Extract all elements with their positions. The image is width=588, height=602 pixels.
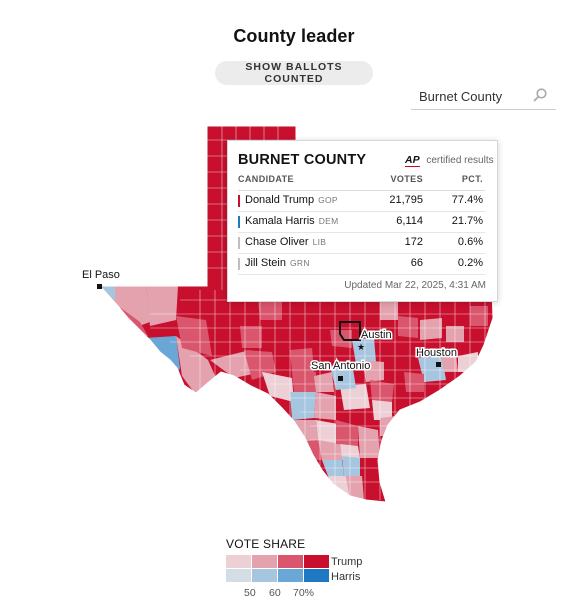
candidate-name-cell: Jill Stein GRN <box>245 257 310 269</box>
legend-swatch-harris <box>304 569 330 583</box>
candidate-row: Chase Oliver LIB 172 0.6% <box>238 233 485 254</box>
highlighted-county-outline[interactable] <box>339 321 361 341</box>
page-title: County leader <box>233 26 355 46</box>
legend-label-trump: Trump <box>331 556 363 568</box>
city-label-san-antonio: San Antonio <box>311 360 370 372</box>
candidate-pct: 21.7% <box>451 215 483 227</box>
candidate-name: Donald Trump <box>245 194 315 206</box>
candidate-name-cell: Kamala Harris DEM <box>245 215 338 227</box>
county-search[interactable] <box>411 82 556 110</box>
candidate-name-cell: Chase Oliver LIB <box>245 236 326 248</box>
candidate-row: Jill Stein GRN 66 0.2% <box>238 254 485 275</box>
county-search-input[interactable] <box>419 86 529 106</box>
candidate-votes: 21,795 <box>389 194 423 206</box>
candidate-name: Kamala Harris <box>245 215 315 227</box>
legend-title: VOTE SHARE <box>226 537 306 551</box>
ap-certified: AP certified results <box>405 154 494 167</box>
candidate-pct: 77.4% <box>451 194 483 206</box>
county-tooltip: BURNET COUNTY AP certified results CANDI… <box>227 140 498 302</box>
legend-swatch-harris <box>226 569 252 583</box>
candidate-color-bar <box>238 237 240 249</box>
column-pct: PCT. <box>461 174 483 184</box>
search-icon[interactable] <box>532 87 548 103</box>
legend-swatch-trump <box>226 555 252 569</box>
candidate-party: GRN <box>289 258 310 268</box>
candidate-color-bar <box>238 258 240 270</box>
candidate-votes: 172 <box>404 236 423 248</box>
candidate-color-bar <box>238 195 240 207</box>
legend-row-harris <box>226 569 330 583</box>
legend-row-trump <box>226 555 330 569</box>
certified-label: certified results <box>426 155 494 166</box>
legend-tick: 50 <box>244 587 256 599</box>
legend-swatch-trump <box>278 555 304 569</box>
candidate-pct: 0.6% <box>457 236 483 248</box>
legend-label-harris: Harris <box>331 571 361 583</box>
legend-tick: 70% <box>293 587 315 599</box>
candidate-row: Donald Trump GOP 21,795 77.4% <box>238 191 485 212</box>
candidate-name: Jill Stein <box>245 257 286 269</box>
legend-swatch-trump <box>304 555 330 569</box>
city-label-austin: Austin <box>361 329 392 341</box>
el-paso-marker <box>97 284 102 289</box>
candidate-color-bar <box>238 216 240 228</box>
city-label-el-paso: El Paso <box>82 269 120 281</box>
updated-timestamp: Updated Mar 22, 2025, 4:31 AM <box>344 280 486 291</box>
tooltip-column-headers: CANDIDATE VOTES PCT. <box>238 174 485 191</box>
candidate-party: DEM <box>318 216 339 226</box>
candidate-votes: 66 <box>410 257 423 269</box>
candidate-votes: 6,114 <box>396 215 423 227</box>
city-markers: El Paso ★ Austin San Antonio Houston <box>81 268 458 381</box>
legend-swatch-harris <box>278 569 304 583</box>
show-ballots-counted-button[interactable]: SHOW BALLOTS COUNTED <box>215 61 373 85</box>
austin-star-icon: ★ <box>357 342 365 352</box>
tooltip-county-name: BURNET COUNTY <box>238 152 367 168</box>
candidate-party: GOP <box>318 195 338 205</box>
ap-logo: AP <box>405 154 420 167</box>
column-votes: VOTES <box>390 174 423 184</box>
san-antonio-marker <box>338 376 343 381</box>
vote-share-legend <box>226 555 330 583</box>
candidate-pct: 0.2% <box>457 257 483 269</box>
legend-swatch-trump <box>252 555 278 569</box>
city-label-houston: Houston <box>416 347 457 359</box>
houston-marker <box>436 362 441 367</box>
legend-tick: 60 <box>269 587 281 599</box>
legend-swatch-harris <box>252 569 278 583</box>
candidate-name-cell: Donald Trump GOP <box>245 194 338 206</box>
candidate-rows: Donald Trump GOP 21,795 77.4% Kamala Harr… <box>238 191 485 275</box>
candidate-party: LIB <box>312 237 327 247</box>
candidate-row: Kamala Harris DEM 6,114 21.7% <box>238 212 485 233</box>
candidate-name: Chase Oliver <box>245 236 309 248</box>
column-candidate: CANDIDATE <box>238 174 294 184</box>
